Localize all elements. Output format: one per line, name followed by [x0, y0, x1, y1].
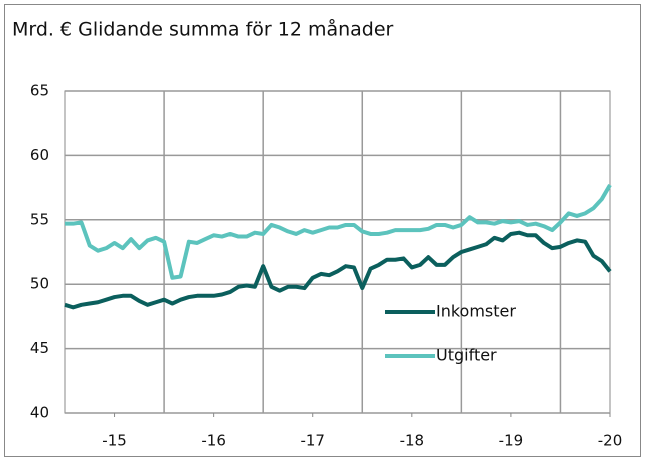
- y-tick-label: 45: [30, 339, 49, 357]
- x-tick-label: -17: [300, 432, 325, 450]
- y-tick-label: 50: [30, 275, 49, 293]
- chart-title: Mrd. € Glidande summa för 12 månader: [12, 18, 394, 41]
- x-tick-label: -18: [400, 432, 425, 450]
- y-tick-label: 65: [30, 82, 49, 100]
- y-tick-label: 60: [30, 146, 49, 164]
- legend-label: Utgifter: [436, 346, 497, 365]
- line: [65, 184, 612, 280]
- y-tick-label: 40: [30, 404, 49, 422]
- legend-label: Inkomster: [436, 302, 516, 321]
- x-tick-label: -16: [201, 432, 226, 450]
- x-tick-label: -15: [102, 432, 127, 450]
- x-tick-label: -20: [598, 432, 623, 450]
- line: [64, 230, 612, 310]
- frame: [4, 4, 641, 457]
- y-tick-label: 55: [30, 210, 49, 228]
- x-tick-label: -19: [499, 432, 524, 450]
- plot-area: [64, 90, 611, 414]
